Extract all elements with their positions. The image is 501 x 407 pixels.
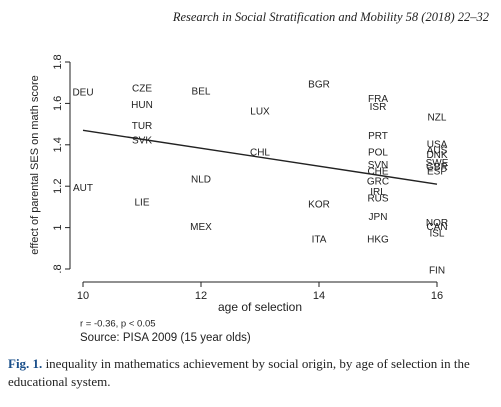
x-tick-label: 12 (195, 290, 207, 302)
point-label: CAN (426, 222, 447, 233)
y-tick-label: 1.4 (52, 137, 64, 152)
point-label: NLD (191, 175, 211, 186)
y-tick-label: 1 (52, 225, 64, 231)
caption: Fig. 1. inequality in mathematics achiev… (8, 355, 493, 391)
y-axis-title: effect of parental SES on math score (29, 75, 41, 255)
point-label: HKG (367, 235, 389, 246)
point-label: BEL (192, 87, 211, 98)
journal-header: Research in Social Stratification and Mo… (172, 10, 489, 24)
point-label: FIN (429, 266, 445, 277)
point-label: PRT (368, 131, 388, 142)
caption-text: inequality in mathematics achievement by… (8, 356, 470, 389)
point-label: SVN (368, 160, 389, 171)
point-label: ESP (427, 166, 447, 177)
point-label: ISL (429, 228, 444, 239)
point-label: BGR (308, 79, 330, 90)
annotation: r = -0.36, p < 0.05 (80, 319, 156, 330)
point-label: HUN (131, 100, 153, 111)
point-label: AUT (73, 183, 93, 194)
point-label: CZE (132, 84, 152, 95)
point-label: KOR (308, 199, 330, 210)
chart: effect of parental SES on math score age… (29, 54, 449, 344)
y-tick-label: 1.8 (52, 54, 64, 69)
point-label: USA (427, 139, 448, 150)
point-label: GRC (367, 177, 389, 188)
point-label: DEU (72, 88, 93, 99)
point-label: CHE (367, 166, 388, 177)
fit-line (82, 129, 438, 185)
point-label: IRL (370, 187, 386, 198)
point-label: DNK (426, 150, 447, 161)
point-label: FRA (368, 94, 388, 105)
x-tick-label: 16 (431, 290, 443, 302)
point-label: ISR (370, 102, 387, 113)
point-label: POL (368, 148, 388, 159)
y-tick-label: 1.6 (52, 96, 64, 111)
point-label: LUX (250, 106, 270, 117)
x-tick-label: 10 (77, 290, 89, 302)
point-label: LIE (134, 197, 149, 208)
caption-label: Fig. 1. (8, 356, 43, 371)
point-label: NZL (428, 113, 447, 124)
point-label: NOR (426, 218, 448, 229)
point-label: AUS (427, 146, 448, 157)
point-label: CHL (250, 148, 270, 159)
y-tick-label: .8 (52, 264, 64, 273)
point-label: JPN (369, 212, 388, 223)
point-label: MEX (190, 222, 212, 233)
point-label: SWE (426, 158, 449, 169)
point-label: ITA (312, 235, 327, 246)
annotation: Source: PISA 2009 (15 year olds) (80, 332, 251, 344)
point-label: SVK (132, 135, 152, 146)
x-tick-label: 14 (313, 290, 325, 302)
point-label: RUS (367, 193, 388, 204)
y-tick-label: 1.2 (52, 179, 64, 194)
x-axis-title: age of selection (218, 300, 302, 314)
point-label: TUR (132, 121, 153, 132)
point-label: GBR (426, 162, 448, 173)
